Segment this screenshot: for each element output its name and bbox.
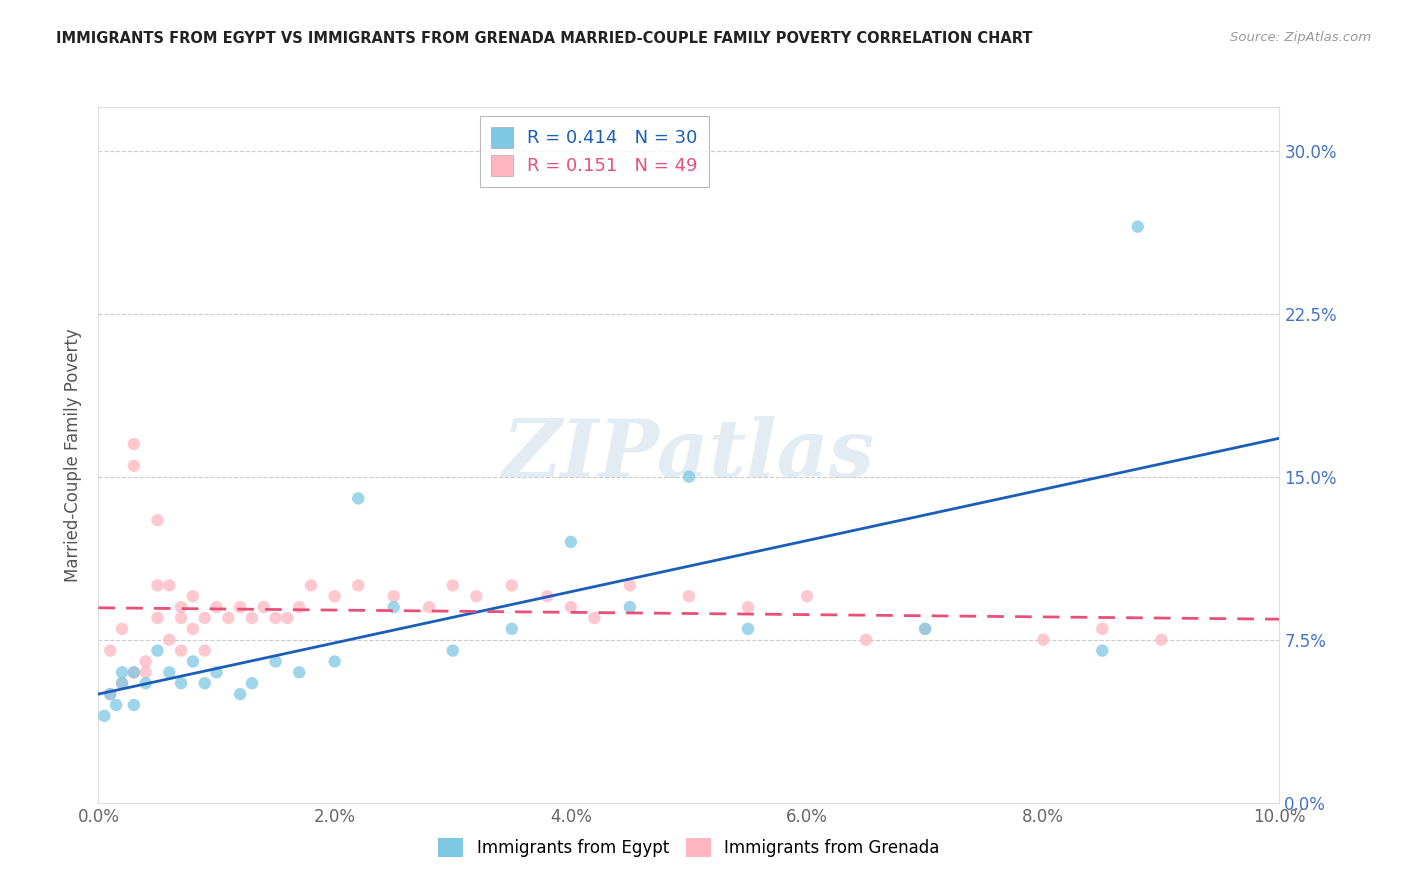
Point [229, 600, 252, 615]
Point [737, 622, 759, 636]
Point [205, 600, 228, 615]
Point [276, 611, 298, 625]
Point [135, 655, 157, 669]
Point [205, 665, 228, 680]
Point [914, 622, 936, 636]
Point [146, 611, 169, 625]
Text: Source: ZipAtlas.com: Source: ZipAtlas.com [1230, 31, 1371, 45]
Point [111, 622, 134, 636]
Point [501, 578, 523, 592]
Point [583, 611, 606, 625]
Point [93, 708, 115, 723]
Point [170, 676, 193, 690]
Point [157, 578, 180, 592]
Point [181, 589, 204, 603]
Point [170, 643, 193, 657]
Point [855, 632, 877, 647]
Point [122, 665, 145, 680]
Point [122, 458, 145, 473]
Point [146, 513, 169, 527]
Point [441, 578, 464, 592]
Point [229, 687, 252, 701]
Point [619, 578, 641, 592]
Point [418, 600, 440, 615]
Point [382, 600, 405, 615]
Point [105, 698, 128, 712]
Point [382, 589, 405, 603]
Text: ZIPatlas: ZIPatlas [503, 417, 875, 493]
Point [135, 676, 157, 690]
Point [111, 665, 134, 680]
Point [194, 611, 217, 625]
Point [98, 687, 121, 701]
Point [560, 600, 582, 615]
Point [560, 535, 582, 549]
Point [288, 665, 311, 680]
Point [465, 589, 488, 603]
Point [1091, 643, 1114, 657]
Point [111, 676, 134, 690]
Point [122, 665, 145, 680]
Point [1032, 632, 1054, 647]
Point [288, 600, 311, 615]
Point [347, 491, 370, 506]
Point [299, 578, 322, 592]
Point [157, 665, 180, 680]
Point [347, 578, 370, 592]
Point [796, 589, 818, 603]
Point [678, 469, 700, 483]
Point [122, 698, 145, 712]
Point [217, 611, 239, 625]
Point [98, 643, 121, 657]
Text: IMMIGRANTS FROM EGYPT VS IMMIGRANTS FROM GRENADA MARRIED-COUPLE FAMILY POVERTY C: IMMIGRANTS FROM EGYPT VS IMMIGRANTS FROM… [56, 31, 1033, 46]
Point [323, 589, 346, 603]
Point [240, 676, 263, 690]
Point [1126, 219, 1149, 234]
Point [264, 611, 287, 625]
Y-axis label: Married-Couple Family Poverty: Married-Couple Family Poverty [65, 328, 83, 582]
Point [264, 655, 287, 669]
Point [536, 589, 558, 603]
Point [146, 578, 169, 592]
Point [170, 611, 193, 625]
Point [194, 676, 217, 690]
Point [323, 655, 346, 669]
Point [619, 600, 641, 615]
Point [737, 600, 759, 615]
Point [98, 687, 121, 701]
Point [253, 600, 276, 615]
Point [181, 622, 204, 636]
Point [441, 643, 464, 657]
Point [914, 622, 936, 636]
Point [170, 600, 193, 615]
Point [135, 665, 157, 680]
Point [240, 611, 263, 625]
Point [678, 589, 700, 603]
Point [194, 643, 217, 657]
Point [111, 676, 134, 690]
Point [1150, 632, 1173, 647]
Legend: Immigrants from Egypt, Immigrants from Grenada: Immigrants from Egypt, Immigrants from G… [432, 831, 946, 864]
Point [122, 437, 145, 451]
Point [501, 622, 523, 636]
Point [181, 655, 204, 669]
Point [146, 643, 169, 657]
Point [1091, 622, 1114, 636]
Point [157, 632, 180, 647]
